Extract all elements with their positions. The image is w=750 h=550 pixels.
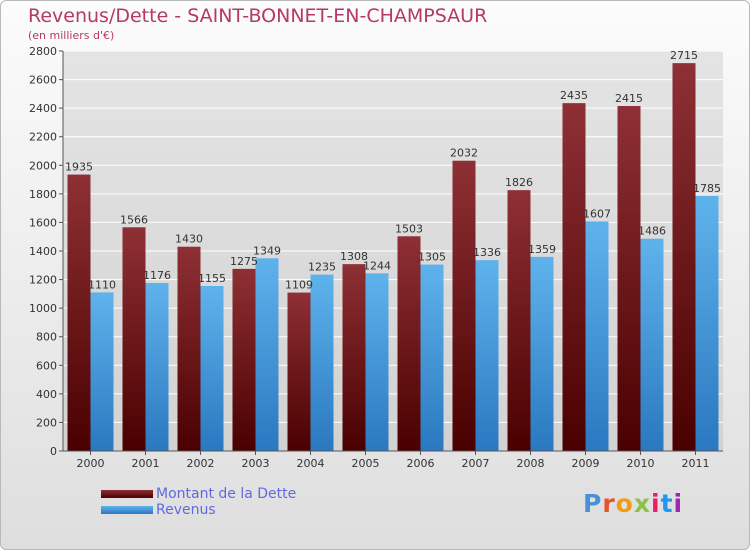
legend-label-dette: Montant de la Dette <box>156 486 297 502</box>
x-tick-label: 2000 <box>77 457 105 470</box>
x-tick-label: 2009 <box>572 457 600 470</box>
logo-letter: r <box>602 489 616 518</box>
bar-revenus <box>420 264 444 451</box>
data-label-revenus: 1244 <box>363 259 391 272</box>
data-label-dette: 1503 <box>395 222 423 235</box>
y-tick-label: 1200 <box>29 274 57 287</box>
x-tick-label: 2001 <box>132 457 160 470</box>
data-label-dette: 2032 <box>450 147 478 160</box>
data-label-revenus: 1155 <box>198 272 226 285</box>
legend-swatch-dette <box>101 490 153 498</box>
y-tick-label: 400 <box>36 388 57 401</box>
data-label-revenus: 1359 <box>528 243 556 256</box>
logo-letter: P <box>583 489 603 518</box>
bar-dette <box>507 190 531 451</box>
bar-dette <box>232 268 256 451</box>
bar-revenus <box>310 274 334 451</box>
data-label-revenus: 1235 <box>308 261 336 274</box>
bar-dette <box>452 160 476 451</box>
logo-letter: x <box>633 489 651 518</box>
y-tick-label: 2800 <box>29 45 57 58</box>
bar-revenus <box>145 283 169 451</box>
x-tick-label: 2011 <box>682 457 710 470</box>
logo-letter: i <box>651 489 661 518</box>
bar-dette <box>177 246 201 451</box>
bar-dette <box>397 236 421 451</box>
bar-revenus <box>640 238 664 451</box>
x-tick-label: 2010 <box>627 457 655 470</box>
data-label-revenus: 1486 <box>638 225 666 238</box>
logo-letter: i <box>673 489 684 518</box>
data-label-revenus: 1176 <box>143 269 171 282</box>
chart-subtitle: (en milliers d'€) <box>28 29 115 42</box>
x-tick-label: 2005 <box>352 457 380 470</box>
legend-swatch-revenus <box>101 506 153 514</box>
bar-dette <box>617 106 641 451</box>
data-label-dette: 1308 <box>340 250 368 263</box>
logo-letter: o <box>615 489 634 518</box>
bar-revenus <box>255 258 279 451</box>
y-tick-label: 2000 <box>29 159 57 172</box>
chart-title: Revenus/Dette - SAINT-BONNET-EN-CHAMPSAU… <box>28 5 488 27</box>
bar-revenus <box>475 260 499 451</box>
x-tick-label: 2008 <box>517 457 545 470</box>
data-label-dette: 2715 <box>670 49 698 62</box>
data-label-revenus: 1110 <box>88 278 116 291</box>
bar-revenus <box>585 221 609 451</box>
bar-dette <box>122 227 146 451</box>
y-tick-label: 1400 <box>29 245 57 258</box>
y-tick-label: 200 <box>36 416 57 429</box>
data-label-revenus: 1349 <box>253 244 281 257</box>
x-tick-label: 2002 <box>187 457 215 470</box>
bar-revenus <box>90 292 114 451</box>
data-label-revenus: 1607 <box>583 207 611 220</box>
data-label-dette: 1826 <box>505 176 533 189</box>
y-tick-label: 0 <box>50 445 57 458</box>
bar-dette <box>672 63 696 452</box>
data-label-dette: 1275 <box>230 255 258 268</box>
bar-revenus <box>695 196 719 451</box>
y-tick-label: 1000 <box>29 302 57 315</box>
bar-revenus <box>530 256 554 451</box>
y-tick-label: 1800 <box>29 188 57 201</box>
bar-dette <box>562 103 586 452</box>
x-tick-label: 2006 <box>407 457 435 470</box>
bar-dette <box>342 264 366 451</box>
y-tick-label: 2600 <box>29 74 57 87</box>
y-tick-label: 1600 <box>29 216 57 229</box>
bar-revenus <box>365 273 389 451</box>
proxiti-logo: Proxiti <box>583 489 683 518</box>
data-label-dette: 1430 <box>175 233 203 246</box>
y-tick-label: 2400 <box>29 102 57 115</box>
data-label-revenus: 1785 <box>693 182 721 195</box>
x-tick-label: 2004 <box>297 457 325 470</box>
data-label-dette: 1109 <box>285 279 313 292</box>
bar-dette <box>67 174 91 452</box>
y-tick-label: 2200 <box>29 131 57 144</box>
data-label-dette: 2415 <box>615 92 643 105</box>
x-tick-label: 2007 <box>462 457 490 470</box>
x-tick-label: 2003 <box>242 457 270 470</box>
data-label-dette: 1935 <box>65 161 93 174</box>
bar-revenus <box>200 286 224 451</box>
bar-dette <box>287 292 311 451</box>
data-label-revenus: 1305 <box>418 251 446 264</box>
data-label-dette: 1566 <box>120 213 148 226</box>
y-tick-label: 800 <box>36 331 57 344</box>
data-label-revenus: 1336 <box>473 246 501 259</box>
data-label-dette: 2435 <box>560 89 588 102</box>
legend-label-revenus: Revenus <box>156 502 216 518</box>
y-tick-label: 600 <box>36 359 57 372</box>
logo-letter: t <box>660 489 674 518</box>
